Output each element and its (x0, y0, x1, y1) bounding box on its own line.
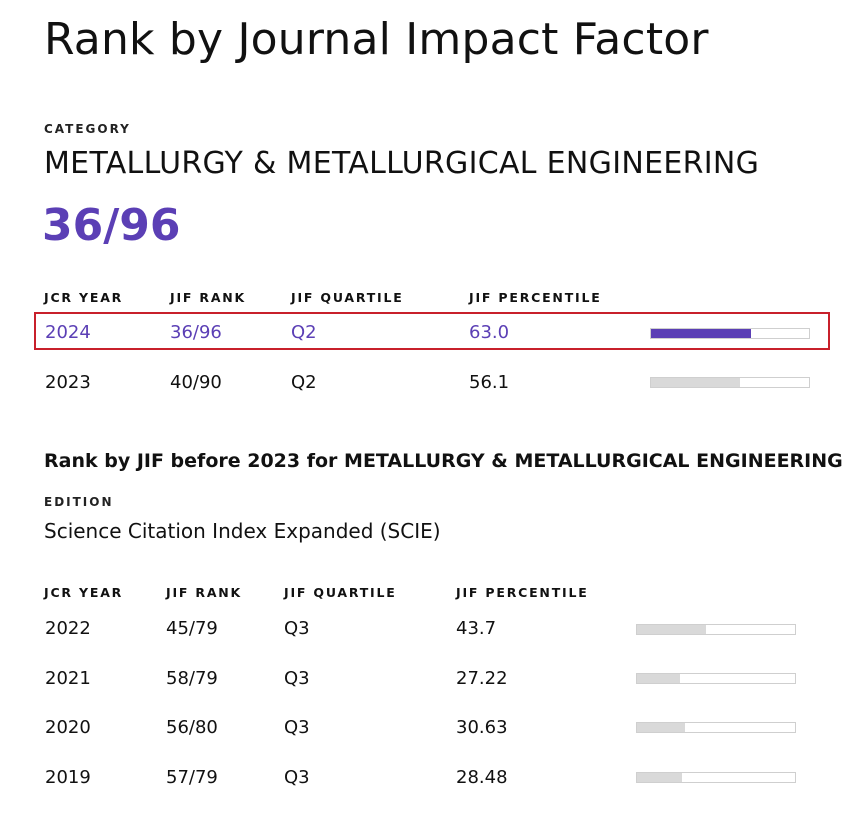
header-jif-rank: JIF RANK (170, 290, 247, 305)
row-2023-year: 2023 (45, 372, 91, 393)
row-2020-year: 2020 (45, 717, 91, 738)
percentile-bar-fill (637, 625, 707, 634)
row-2022-rank: 45/79 (166, 618, 218, 639)
edition-label: EDITION (44, 495, 114, 509)
header-jcr-year: JCR YEAR (44, 585, 124, 600)
row-2022-percentile: 43.7 (456, 618, 497, 639)
header-jif-percentile: JIF PERCENTILE (469, 290, 602, 305)
percentile-bar-fill (637, 773, 682, 782)
row-2019-percentile: 28.48 (456, 767, 508, 788)
percentile-bar (636, 772, 796, 783)
row-2024-year: 2024 (45, 322, 91, 343)
row-2019-year: 2019 (45, 767, 91, 788)
header-jif-rank: JIF RANK (166, 585, 243, 600)
section-heading: Rank by JIF before 2023 for METALLURGY &… (44, 450, 843, 472)
edition-value: Science Citation Index Expanded (SCIE) (44, 519, 441, 543)
row-2020-percentile: 30.63 (456, 717, 508, 738)
row-2024-rank: 36/96 (170, 322, 222, 343)
row-2024-percentile: 63.0 (469, 322, 510, 343)
percentile-bar (636, 624, 796, 635)
percentile-bar-fill (637, 674, 680, 683)
percentile-bar-fill (651, 329, 751, 338)
row-2019-rank: 57/79 (166, 767, 218, 788)
row-2021-rank: 58/79 (166, 668, 218, 689)
category-label: CATEGORY (44, 122, 131, 136)
category-rank: 36/96 (42, 200, 181, 251)
category-name: METALLURGY & METALLURGICAL ENGINEERING (44, 146, 760, 181)
percentile-bar (650, 377, 810, 388)
row-2022-year: 2022 (45, 618, 91, 639)
row-2022-quartile: Q3 (284, 618, 310, 639)
percentile-bar-fill (637, 723, 686, 732)
percentile-bar (636, 673, 796, 684)
header-jif-quartile: JIF QUARTILE (291, 290, 404, 305)
percentile-bar-fill (651, 378, 740, 387)
row-2023-quartile: Q2 (291, 372, 317, 393)
row-2021-percentile: 27.22 (456, 668, 508, 689)
row-2024-quartile: Q2 (291, 322, 317, 343)
page-title: Rank by Journal Impact Factor (44, 14, 709, 65)
row-2019-quartile: Q3 (284, 767, 310, 788)
percentile-bar (636, 722, 796, 733)
highlighted-row-outline (34, 312, 830, 350)
row-2023-rank: 40/90 (170, 372, 222, 393)
row-2020-rank: 56/80 (166, 717, 218, 738)
row-2020-quartile: Q3 (284, 717, 310, 738)
percentile-bar (650, 328, 810, 339)
header-jcr-year: JCR YEAR (44, 290, 124, 305)
row-2021-year: 2021 (45, 668, 91, 689)
row-2021-quartile: Q3 (284, 668, 310, 689)
row-2023-percentile: 56.1 (469, 372, 510, 393)
header-jif-percentile: JIF PERCENTILE (456, 585, 589, 600)
header-jif-quartile: JIF QUARTILE (284, 585, 397, 600)
